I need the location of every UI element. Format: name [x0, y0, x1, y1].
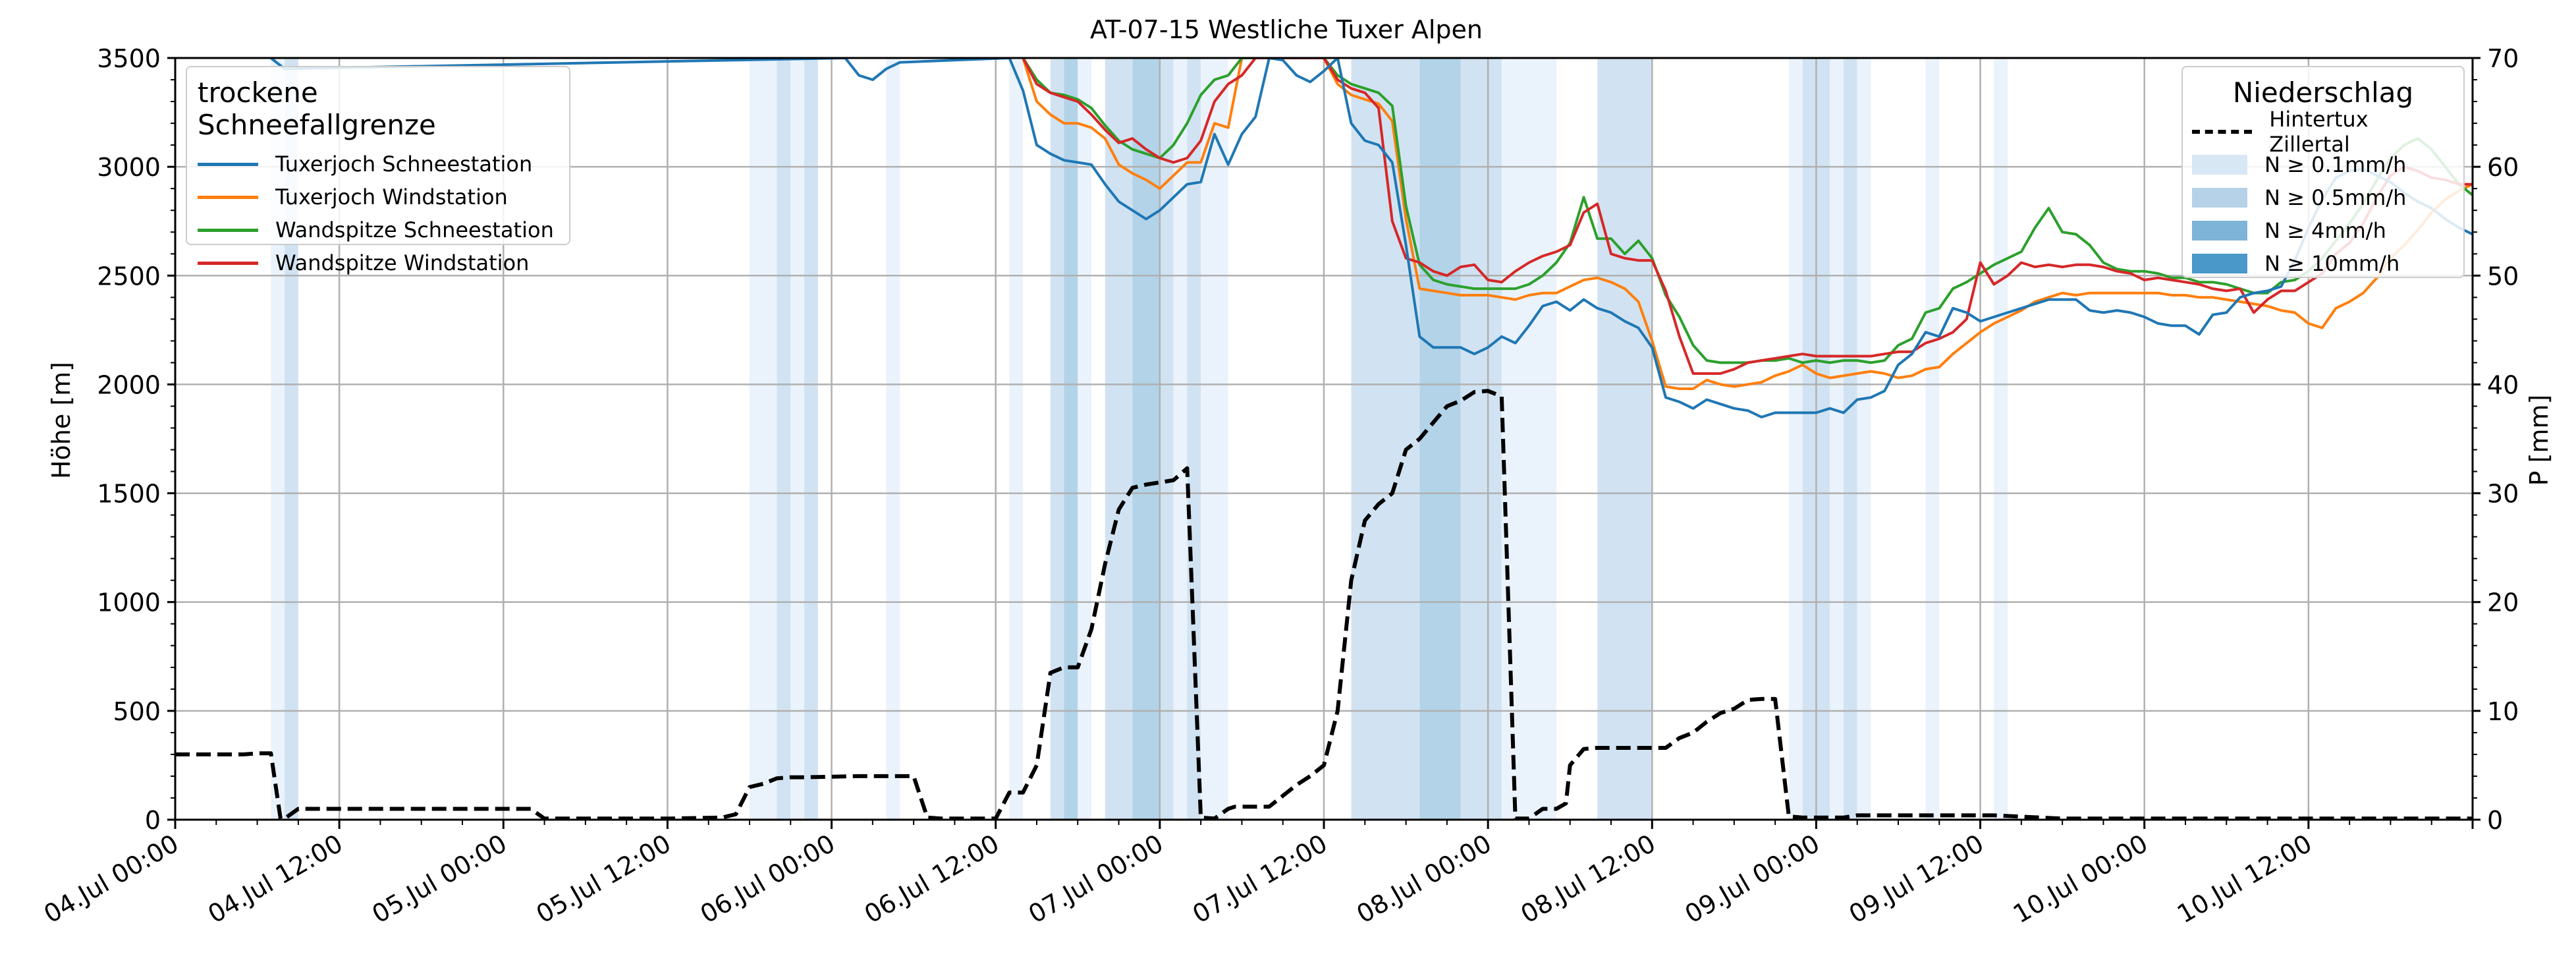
legend-snowline-title: trockene Schneefallgrenze — [198, 76, 436, 141]
precip-band — [1201, 58, 1228, 820]
legend-label: N ≥ 10mm/h — [2264, 251, 2400, 276]
precip-band — [1078, 58, 1092, 820]
series-lines — [175, 58, 2473, 820]
legend-label: Tuxerjoch Windstation — [275, 184, 508, 210]
precip-band — [1064, 58, 1078, 820]
legend-swatch — [2192, 188, 2247, 208]
y-axis-left-label: Höhe [m] — [47, 362, 76, 479]
y-right-tick-label: 70 — [2487, 44, 2519, 73]
legend-label: Tuxerjoch Schneestation — [275, 152, 533, 177]
legend-item: Wandspitze Schneestation — [198, 213, 559, 246]
legend-item: Wandspitze Windstation — [198, 246, 559, 279]
legend-item: Tuxerjoch Windstation — [198, 181, 559, 213]
y-left-tick-label: 1500 — [97, 480, 161, 509]
precip-band — [777, 58, 791, 820]
y-left-tick-label: 3000 — [97, 153, 161, 182]
y-left-tick-label: 500 — [113, 697, 161, 726]
legend-swatch — [2192, 130, 2253, 134]
precip-band — [1050, 58, 1064, 820]
series-line-tuxerjoch-windstation — [1022, 58, 2473, 390]
precip-band — [1994, 58, 2008, 820]
precip-band — [1159, 58, 1174, 820]
y-axis-right-label: P [mm] — [2525, 395, 2554, 486]
legend-item: Hintertux Zillertal — [2192, 107, 2454, 157]
legend-swatch — [2192, 254, 2247, 273]
legend-label: N ≥ 4mm/h — [2264, 218, 2386, 243]
precip-band — [1132, 58, 1160, 820]
legend-precip: Niederschlag Hintertux Zillertal N ≥ 0.1… — [2181, 66, 2465, 278]
legend-item: N ≥ 0.1mm/h — [2192, 148, 2454, 181]
series-line-hintertux-zillertal — [175, 389, 2473, 820]
legend-snowline: trockene Schneefallgrenze Tuxerjoch Schn… — [186, 66, 570, 275]
legend-label: Wandspitze Schneestation — [275, 217, 554, 242]
y-right-tick-label: 40 — [2487, 370, 2519, 399]
chart-title: AT-07-15 Westliche Tuxer Alpen — [1090, 15, 1483, 44]
precip-band — [1843, 58, 1857, 820]
y-left-tick-label: 3500 — [97, 44, 161, 73]
legend-item: N ≥ 0.5mm/h — [2192, 181, 2454, 214]
legend-swatch — [198, 195, 258, 199]
precip-band — [1351, 58, 1420, 820]
precip-band — [285, 58, 298, 820]
legend-swatch — [198, 228, 258, 232]
y-right-tick-label: 0 — [2487, 806, 2503, 835]
y-left-tick-label: 0 — [145, 806, 161, 835]
legend-item: N ≥ 4mm/h — [2192, 214, 2454, 247]
legend-label: N ≥ 0.5mm/h — [2264, 185, 2407, 210]
legend-swatch — [2192, 155, 2247, 175]
precip-band — [886, 58, 900, 820]
precip-band — [1009, 58, 1024, 820]
y-left-tick-label: 1000 — [97, 588, 161, 617]
y-right-tick-label: 20 — [2487, 588, 2519, 617]
legend-precip-title: Niederschlag — [2232, 76, 2414, 109]
legend-item: Tuxerjoch Schneestation — [198, 148, 559, 181]
y-right-tick-label: 10 — [2487, 697, 2519, 726]
precip-bands — [271, 58, 2008, 820]
precip-band — [1925, 58, 1940, 820]
precip-band — [1788, 58, 1803, 820]
precip-band — [1419, 58, 1461, 820]
precip-band — [1105, 58, 1133, 820]
legend-swatch — [198, 261, 258, 265]
legend-swatch — [2192, 221, 2247, 241]
precip-band — [1830, 58, 1844, 820]
precip-band — [1515, 58, 1556, 820]
precip-band — [1501, 58, 1516, 820]
y-left-tick-label: 2500 — [97, 262, 161, 291]
y-right-tick-label: 50 — [2487, 262, 2519, 291]
legend-swatch — [198, 162, 258, 166]
legend-label: N ≥ 0.1mm/h — [2264, 152, 2407, 177]
legend-label: Wandspitze Windstation — [275, 250, 530, 275]
series-line-wandspitze-windstation — [1022, 58, 2473, 375]
y-left-tick-label: 2000 — [97, 370, 161, 399]
legend-item: N ≥ 10mm/h — [2192, 247, 2454, 280]
precip-band — [750, 58, 777, 820]
precip-band — [790, 58, 805, 820]
legend-label: Hintertux Zillertal — [2269, 107, 2369, 157]
precip-band — [271, 58, 285, 820]
y-right-tick-label: 60 — [2487, 153, 2519, 182]
precip-band — [1173, 58, 1188, 820]
precip-band — [804, 58, 818, 820]
precip-band — [1187, 58, 1201, 820]
series-line-tuxerjoch-schneestation — [270, 58, 2473, 418]
precip-band — [1460, 58, 1502, 820]
precip-band — [1597, 58, 1653, 820]
y-right-tick-label: 30 — [2487, 480, 2519, 509]
precip-band — [1857, 58, 1871, 820]
